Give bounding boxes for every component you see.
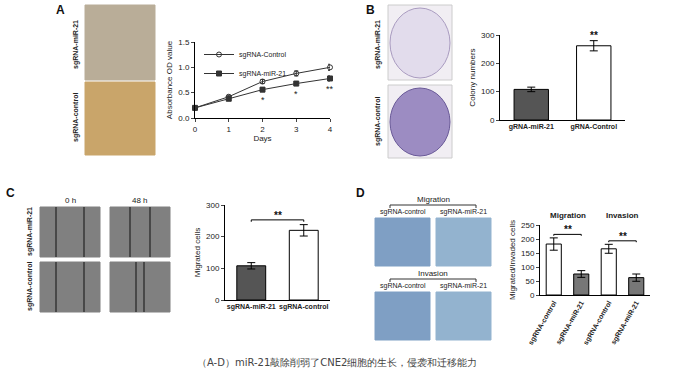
- svg-text:*: *: [294, 89, 298, 99]
- svg-text:Invasion: Invasion: [606, 211, 639, 220]
- svg-text:**: **: [326, 84, 334, 94]
- svg-text:**: **: [564, 224, 572, 235]
- svg-text:200: 200: [206, 232, 220, 241]
- svg-text:Migrated/Invaded cells: Migrated/Invaded cells: [508, 220, 517, 300]
- svg-text:1.5: 1.5: [178, 38, 190, 47]
- svg-text:0.5: 0.5: [178, 88, 190, 97]
- svg-text:300: 300: [481, 31, 495, 40]
- svg-text:sgRNA-control: sgRNA-control: [582, 300, 614, 347]
- svg-text:sgRNA-control: sgRNA-control: [380, 208, 426, 216]
- svg-text:sgRNA-control: sgRNA-control: [279, 303, 328, 311]
- svg-text:150: 150: [521, 249, 535, 258]
- svg-text:sgRNA-miR-21: sgRNA-miR-21: [440, 208, 487, 216]
- svg-text:*: *: [261, 95, 265, 105]
- svg-text:sgRNA-miR-21: sgRNA-miR-21: [374, 20, 382, 69]
- svg-text:sgRNA-miR-21: sgRNA-miR-21: [227, 303, 276, 311]
- svg-text:250: 250: [521, 221, 535, 230]
- svg-text:100: 100: [481, 87, 495, 96]
- svg-text:**: **: [274, 210, 282, 221]
- svg-text:sgRNA-control: sgRNA-control: [380, 282, 426, 290]
- svg-text:200: 200: [521, 235, 535, 244]
- svg-text:sgRNA-control: sgRNA-control: [527, 300, 559, 347]
- svg-text:0.0: 0.0: [178, 114, 190, 123]
- svg-text:1: 1: [227, 125, 232, 134]
- svg-text:1.0: 1.0: [178, 63, 190, 72]
- svg-text:0: 0: [530, 291, 535, 300]
- svg-text:gRNA-Control: gRNA-Control: [570, 123, 617, 131]
- svg-text:A: A: [56, 3, 65, 17]
- svg-text:sgRNA-Control: sgRNA-Control: [239, 51, 287, 59]
- svg-text:Migration: Migration: [550, 211, 586, 220]
- svg-text:100: 100: [206, 264, 220, 273]
- svg-text:gRNA-miR-21: gRNA-miR-21: [509, 123, 554, 131]
- svg-text:sgRNA-control: sgRNA-control: [26, 262, 34, 311]
- svg-text:0: 0: [215, 296, 220, 305]
- svg-text:4: 4: [328, 125, 333, 134]
- svg-text:Absorbance OD value: Absorbance OD value: [165, 40, 174, 119]
- svg-text:D: D: [356, 186, 365, 200]
- svg-text:sgRNA-miR-21: sgRNA-miR-21: [440, 282, 487, 290]
- svg-text:sgRNA-miR-21: sgRNA-miR-21: [610, 300, 641, 347]
- svg-text:sgRNA-control: sgRNA-control: [72, 93, 80, 142]
- svg-text:0 h: 0 h: [65, 196, 76, 205]
- svg-text:Invasion: Invasion: [418, 269, 448, 278]
- svg-text:Days: Days: [253, 134, 271, 143]
- svg-text:Colony numbers: Colony numbers: [468, 48, 477, 106]
- svg-text:sgRNA-miR-21: sgRNA-miR-21: [239, 70, 286, 78]
- svg-text:**: **: [590, 30, 598, 41]
- svg-text:50: 50: [525, 277, 534, 286]
- svg-text:B: B: [366, 3, 375, 17]
- svg-text:48 h: 48 h: [132, 196, 148, 205]
- svg-text:Migrated cells: Migrated cells: [193, 228, 202, 277]
- svg-text:sgRNA-miR-21: sgRNA-miR-21: [26, 207, 34, 256]
- svg-text:200: 200: [481, 59, 495, 68]
- svg-text:sgRNA-miR-21: sgRNA-miR-21: [72, 20, 80, 69]
- svg-text:2: 2: [260, 125, 265, 134]
- svg-text:Migration: Migration: [417, 195, 450, 204]
- svg-text:sgRNA-miR-21: sgRNA-miR-21: [555, 300, 586, 347]
- svg-text:（A-D）miR-21敲除削弱了CNE2细胞的生长，侵袭和迁: （A-D）miR-21敲除削弱了CNE2细胞的生长，侵袭和迁移能力: [197, 357, 477, 368]
- svg-text:C: C: [6, 186, 15, 200]
- svg-text:300: 300: [206, 201, 220, 210]
- svg-text:3: 3: [294, 125, 299, 134]
- svg-text:100: 100: [521, 263, 535, 272]
- svg-text:0: 0: [193, 125, 198, 134]
- svg-text:sgRNA-control: sgRNA-control: [374, 97, 382, 146]
- svg-text:**: **: [619, 231, 627, 242]
- svg-text:0: 0: [490, 116, 495, 125]
